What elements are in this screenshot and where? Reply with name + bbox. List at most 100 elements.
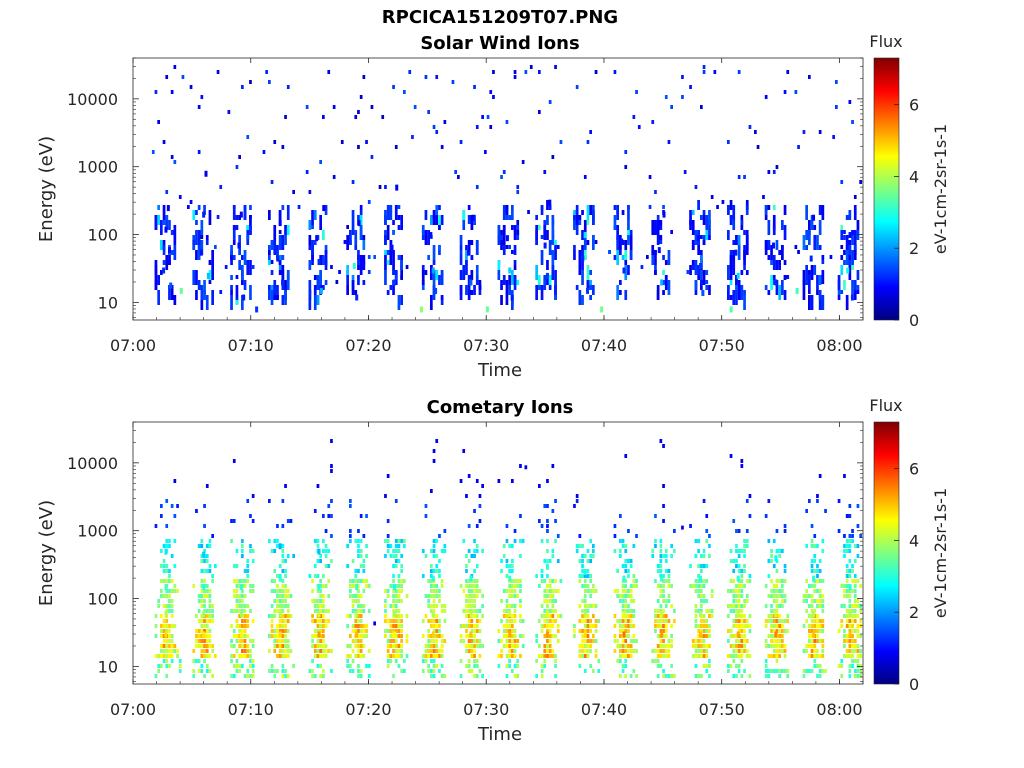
sw-cycle-bin [805, 245, 808, 250]
sw-cycle-bin [575, 205, 579, 215]
x-tick-label: 07:10 [228, 336, 274, 355]
com-flux-bin [205, 589, 209, 593]
com-flux-bin [475, 609, 479, 613]
com-flux-bin [246, 634, 250, 638]
com-flux-bin [165, 649, 169, 653]
com-flux-bin [165, 604, 169, 608]
sw-cycle-bin [654, 220, 657, 235]
com-flux-bin [624, 549, 628, 553]
com-flux-bin [821, 604, 825, 608]
y-tick-label: 100 [87, 590, 118, 609]
com-flux-bin [481, 604, 484, 608]
sw-cycle-bin [427, 255, 430, 260]
com-flux-bin [208, 654, 212, 658]
com-flux-bin [508, 609, 511, 613]
com-flux-bin [173, 589, 177, 593]
com-flux-bin [168, 609, 171, 613]
com-flux-bin [519, 604, 522, 608]
data-point [206, 272, 210, 279]
com-flux-bin [438, 589, 441, 593]
sw-cycle-bin [656, 285, 660, 300]
com-flux-bin [205, 654, 209, 658]
com-flux-bin [546, 609, 549, 613]
sw-cycle-bin [781, 255, 784, 260]
com-flux-bin [346, 659, 349, 663]
com-flux-bin [740, 579, 744, 583]
com-flux-bin [775, 654, 779, 658]
com-flux-bin [270, 604, 274, 608]
com-flux-bin [810, 609, 814, 613]
com-flux-bin [856, 659, 860, 663]
com-flux-bin [670, 644, 673, 648]
com-flux-bin [659, 539, 663, 543]
com-flux-bin [246, 624, 250, 628]
com-flux-bin [540, 614, 544, 618]
com-flux-bin [554, 589, 557, 593]
com-flux-bin [737, 629, 741, 633]
com-flux-bin [745, 649, 749, 653]
com-flux-bin [627, 634, 630, 638]
sw-cycle-bin [160, 240, 163, 250]
com-flux-bin [508, 594, 511, 598]
com-flux-bin [573, 504, 576, 508]
com-flux-bin [286, 554, 290, 558]
com-flux-bin [853, 559, 857, 563]
com-flux-bin [729, 589, 733, 593]
com-flux-bin [770, 579, 773, 583]
sw-noise-bin [508, 245, 511, 249]
com-flux-bin [278, 594, 282, 598]
com-flux-bin [432, 644, 436, 648]
com-flux-bin [594, 649, 598, 653]
x-tick-label: 07:20 [345, 336, 391, 355]
com-flux-bin [389, 659, 393, 663]
com-flux-bin [694, 609, 698, 613]
com-flux-bin [592, 589, 595, 593]
com-flux-bin [508, 564, 511, 568]
com-flux-bin [594, 589, 598, 593]
sw-cycle-bin [438, 205, 441, 210]
com-flux-bin [430, 619, 433, 623]
sw-cycle-bin [165, 215, 169, 220]
sw-cycle-bin [362, 240, 366, 250]
com-flux-bin [813, 644, 817, 648]
com-flux-bin [589, 594, 592, 598]
com-flux-bin [629, 599, 633, 603]
com-flux-bin [729, 644, 733, 648]
com-flux-bin [702, 634, 706, 638]
com-flux-bin [702, 549, 706, 553]
com-flux-bin [519, 554, 522, 558]
com-flux-bin [475, 659, 479, 663]
com-flux-bin [540, 664, 544, 668]
com-flux-bin [654, 659, 657, 663]
sw-cycle-bin [502, 225, 506, 230]
sw-cycle-bin [384, 270, 387, 285]
com-flux-bin [805, 644, 808, 648]
com-flux-bin [435, 569, 439, 573]
com-flux-bin [165, 654, 169, 658]
com-flux-bin [205, 614, 209, 618]
com-flux-bin [270, 614, 274, 618]
com-flux-bin [394, 544, 398, 548]
com-flux-bin [467, 599, 471, 603]
com-flux-bin [767, 499, 771, 503]
com-flux-bin [689, 584, 692, 588]
sw-noise-bin [357, 110, 360, 114]
com-flux-bin [705, 644, 709, 648]
com-flux-bin [394, 609, 398, 613]
com-flux-bin [465, 494, 468, 498]
com-flux-bin [651, 549, 655, 553]
x-axis-label: Time [477, 724, 522, 745]
sw-cycle-bin [513, 225, 517, 240]
sw-noise-bin [492, 95, 495, 99]
com-flux-bin [621, 669, 625, 673]
sw-cycle-bin [783, 225, 787, 240]
com-flux-bin [470, 604, 474, 608]
com-flux-bin [554, 654, 557, 658]
sw-noise-bin [683, 170, 687, 174]
sw-cycle-bin [656, 230, 660, 245]
com-flux-bin [200, 669, 204, 673]
y-tick-label: 100 [87, 226, 118, 245]
sw-cycle-bin [354, 245, 358, 250]
com-flux-bin [543, 644, 547, 648]
sw-cycle-bin [270, 290, 274, 305]
